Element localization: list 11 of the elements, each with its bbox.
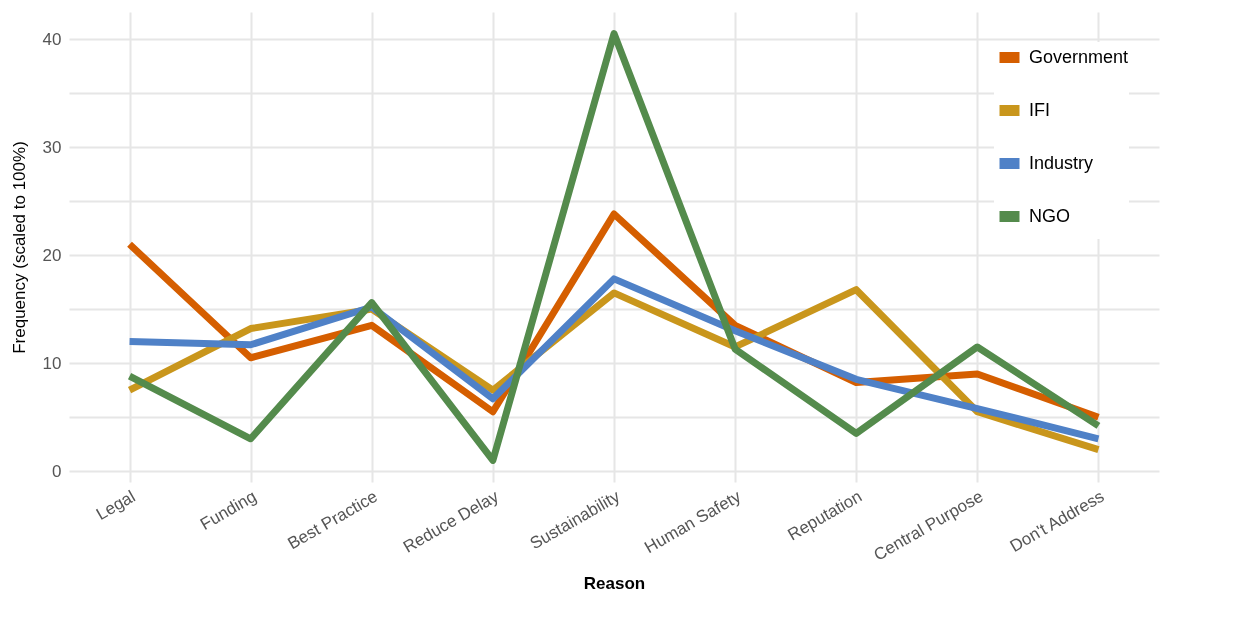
y-tick-label: 0 bbox=[52, 461, 62, 481]
legend-label: NGO bbox=[1029, 205, 1071, 226]
y-tick-label: 30 bbox=[42, 137, 62, 157]
x-axis-title: Reason bbox=[583, 573, 646, 593]
y-axis-title: Frequency (scaled to 100%) bbox=[9, 141, 29, 354]
legend-label: Government bbox=[1029, 46, 1129, 67]
legend-label: Industry bbox=[1029, 152, 1094, 173]
legend-label: IFI bbox=[1029, 99, 1050, 120]
y-tick-label: 40 bbox=[42, 29, 62, 49]
y-tick-label: 20 bbox=[42, 245, 62, 265]
y-tick-label: 10 bbox=[42, 353, 62, 373]
